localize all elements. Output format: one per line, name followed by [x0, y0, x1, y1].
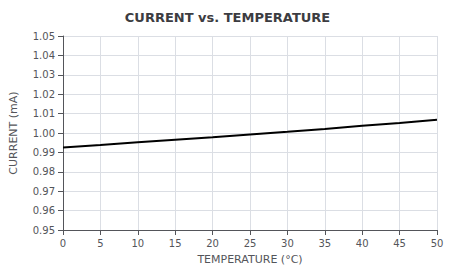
svg-text:0.98: 0.98: [33, 166, 55, 177]
svg-text:25: 25: [244, 238, 257, 249]
svg-text:50: 50: [431, 238, 444, 249]
svg-text:CURRENT (mA): CURRENT (mA): [7, 91, 20, 174]
svg-text:CURRENT vs. TEMPERATURE: CURRENT vs. TEMPERATURE: [125, 10, 330, 25]
svg-text:15: 15: [169, 238, 182, 249]
svg-text:1.00: 1.00: [33, 128, 55, 139]
svg-text:0.99: 0.99: [33, 147, 55, 158]
svg-text:35: 35: [318, 238, 331, 249]
svg-text:0: 0: [60, 238, 66, 249]
svg-text:TEMPERATURE (°C): TEMPERATURE (°C): [196, 253, 302, 266]
svg-text:0.97: 0.97: [33, 186, 55, 197]
svg-text:1.05: 1.05: [33, 31, 55, 42]
svg-text:20: 20: [206, 238, 219, 249]
svg-text:45: 45: [393, 238, 406, 249]
svg-text:30: 30: [281, 238, 294, 249]
svg-text:0.96: 0.96: [33, 205, 55, 216]
svg-text:0.95: 0.95: [33, 225, 55, 236]
svg-text:10: 10: [131, 238, 144, 249]
svg-text:1.04: 1.04: [33, 50, 55, 61]
svg-text:1.03: 1.03: [33, 69, 55, 80]
svg-text:5: 5: [97, 238, 103, 249]
svg-text:1.01: 1.01: [33, 108, 55, 119]
svg-text:1.02: 1.02: [33, 89, 55, 100]
svg-text:40: 40: [356, 238, 369, 249]
